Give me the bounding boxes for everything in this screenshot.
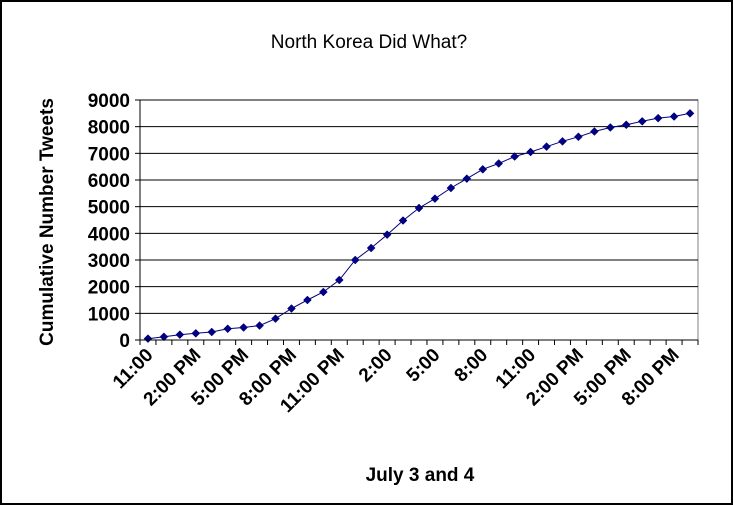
data-point	[414, 203, 424, 213]
data-point	[191, 328, 201, 338]
y-tick-label: 3000	[88, 251, 130, 272]
data-point	[255, 321, 264, 330]
data-point	[462, 174, 472, 184]
y-tick-label: 9000	[88, 91, 130, 112]
data-point	[669, 112, 679, 121]
x-tick-label: 2:00	[355, 345, 397, 387]
y-axis-label: Cumulative Number Tweets	[37, 98, 58, 346]
data-point	[605, 123, 615, 132]
y-tick-label: 8000	[88, 118, 130, 139]
data-point	[685, 108, 695, 118]
data-point	[510, 152, 520, 161]
data-point	[159, 332, 169, 342]
data-point	[223, 324, 233, 334]
data-point	[271, 314, 280, 324]
gridlines	[140, 99, 698, 314]
x-tick-label: 8:00	[451, 345, 493, 387]
data-point	[398, 216, 408, 225]
data-point	[366, 243, 376, 253]
data-point	[350, 255, 360, 265]
data-point	[590, 127, 599, 136]
data-point	[207, 327, 217, 337]
data-point	[446, 183, 456, 193]
data-point	[239, 323, 248, 332]
y-axis-ticks: 0 1000 2000 3000 4000 5000 6000 7000 8000 9000	[88, 91, 140, 352]
data-point	[574, 132, 583, 142]
series-layer	[143, 108, 695, 344]
data-point	[287, 304, 296, 313]
chart-title: North Korea Did What?	[271, 32, 467, 53]
plot-area	[139, 99, 699, 341]
data-point	[478, 164, 488, 174]
x-axis-label: July 3 and 4	[366, 465, 475, 486]
y-tick-label: 6000	[88, 171, 130, 192]
y-tick-label: 0	[119, 331, 130, 352]
data-point	[653, 113, 663, 123]
data-point	[430, 194, 440, 204]
data-point	[542, 142, 551, 152]
data-point	[175, 330, 185, 340]
y-tick-label: 7000	[88, 144, 130, 165]
data-point	[637, 116, 647, 126]
y-tick-label: 1000	[88, 304, 130, 325]
data-point	[318, 287, 328, 297]
y-tick-label: 2000	[88, 278, 130, 299]
data-point	[303, 295, 312, 305]
data-point	[526, 147, 535, 157]
y-tick-label: 4000	[88, 224, 130, 245]
data-point	[558, 136, 567, 146]
data-point	[143, 334, 153, 344]
x-tick-label: 5:00	[403, 345, 445, 387]
data-point	[494, 159, 504, 168]
data-point	[621, 120, 631, 130]
data-point	[334, 275, 344, 285]
y-tick-label: 5000	[88, 198, 130, 219]
data-point	[382, 230, 392, 240]
